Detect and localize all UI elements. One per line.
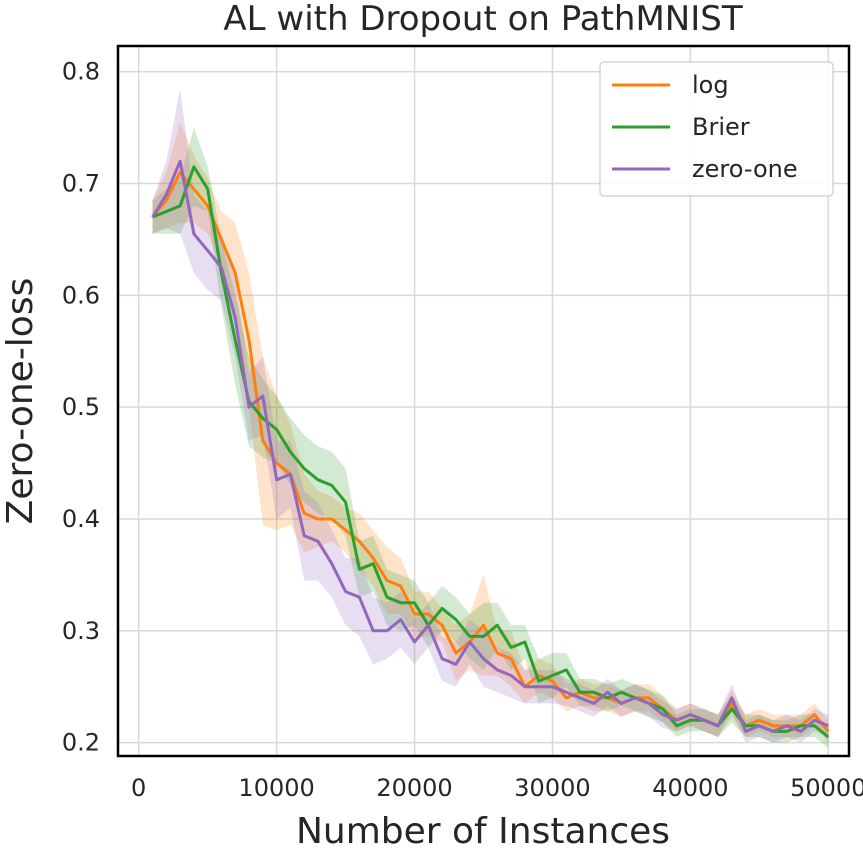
band-zero-one [152,88,829,743]
line-zero-one [151,159,829,733]
chart-title: AL with Dropout on PathMNIST [223,0,742,39]
y-tick-label: 0.5 [62,393,100,421]
x-axis-label: Number of Instances [296,811,670,852]
plot-frame [116,44,851,758]
y-axis-label: Zero-one-loss [0,278,41,525]
legend-label-brier: Brier [692,113,750,141]
y-tick-label: 0.6 [62,281,100,309]
x-tick-label: 20000 [376,774,452,802]
band-log [152,122,829,743]
legend: log Brier zero-one [599,61,834,197]
y-tick-labels: 0.2 0.3 0.4 0.5 0.6 0.7 0.8 [62,58,100,757]
x-tick-label: 30000 [514,774,590,802]
y-tick-label: 0.8 [62,58,100,86]
confidence-bands [152,88,829,749]
x-tick-labels: 0 10000 20000 30000 40000 50000 [131,774,863,802]
legend-label-zero-one: zero-one [692,155,798,183]
x-tick-label: 40000 [652,774,728,802]
y-tick-label: 0.3 [62,617,100,645]
x-tick-label: 10000 [238,774,314,802]
y-tick-label: 0.2 [62,729,100,757]
series-lines [151,159,830,739]
legend-label-log: log [692,71,729,99]
y-tick-label: 0.4 [62,505,100,533]
y-tick-label: 0.7 [62,170,100,198]
x-tick-label: 0 [131,774,146,802]
band-brier [152,127,829,749]
x-tick-label: 50000 [790,774,863,802]
legend-box [599,61,834,197]
